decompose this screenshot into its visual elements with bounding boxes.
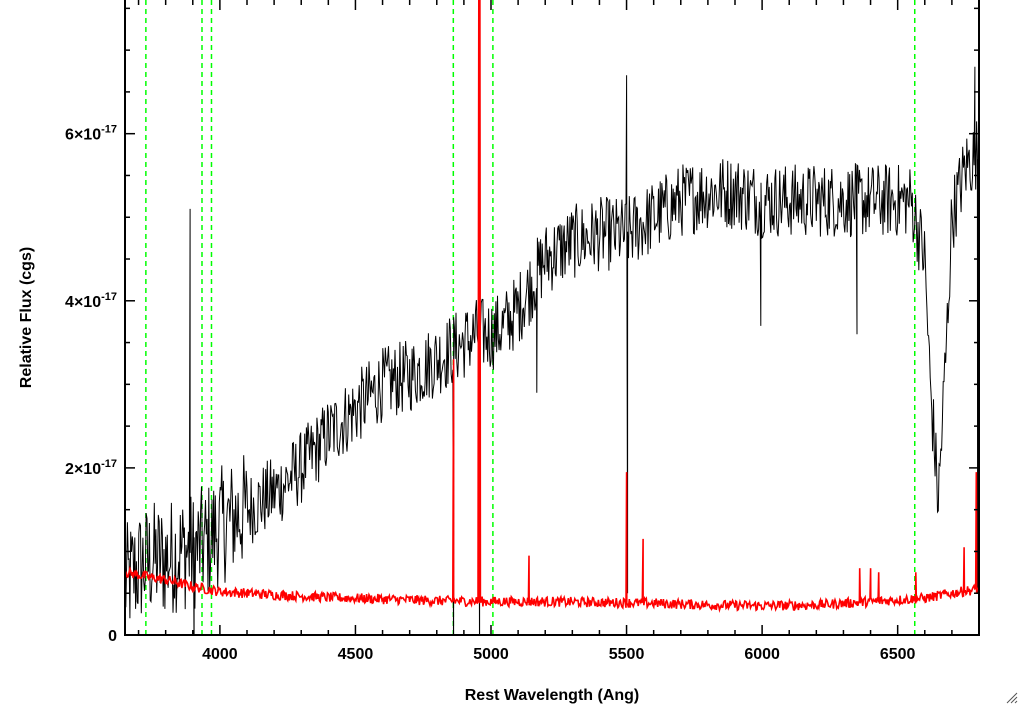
y-tick-label: 4×10-17 — [65, 291, 117, 311]
y-tick-label: 2×10-17 — [65, 458, 117, 478]
x-axis-title: Rest Wavelength (Ang) — [465, 687, 640, 704]
y-tick-label: 0 — [108, 628, 117, 645]
reference-lines — [145, 0, 916, 635]
resize-grip-icon[interactable] — [1004, 690, 1018, 704]
tick-labels: 4000 4500 5000 5500 6000 6500 0 2×10-17 4×10-17 6… — [65, 124, 916, 663]
x-tick-label: 6000 — [744, 646, 780, 663]
y-tick-label: 6×10-17 — [65, 124, 117, 144]
x-tick-label: 6500 — [880, 646, 916, 663]
axis-ticks — [125, 0, 980, 636]
series-layer — [125, 0, 979, 635]
plot-frame — [124, 0, 980, 636]
y-axis-title: Relative Flux (cgs) — [18, 247, 35, 388]
series-line-0 — [125, 66, 979, 635]
x-tick-label: 5500 — [609, 646, 645, 663]
x-tick-label: 4000 — [202, 646, 238, 663]
x-tick-label: 4500 — [338, 646, 374, 663]
series-line-1 — [125, 0, 979, 614]
x-tick-label: 5000 — [473, 646, 509, 663]
